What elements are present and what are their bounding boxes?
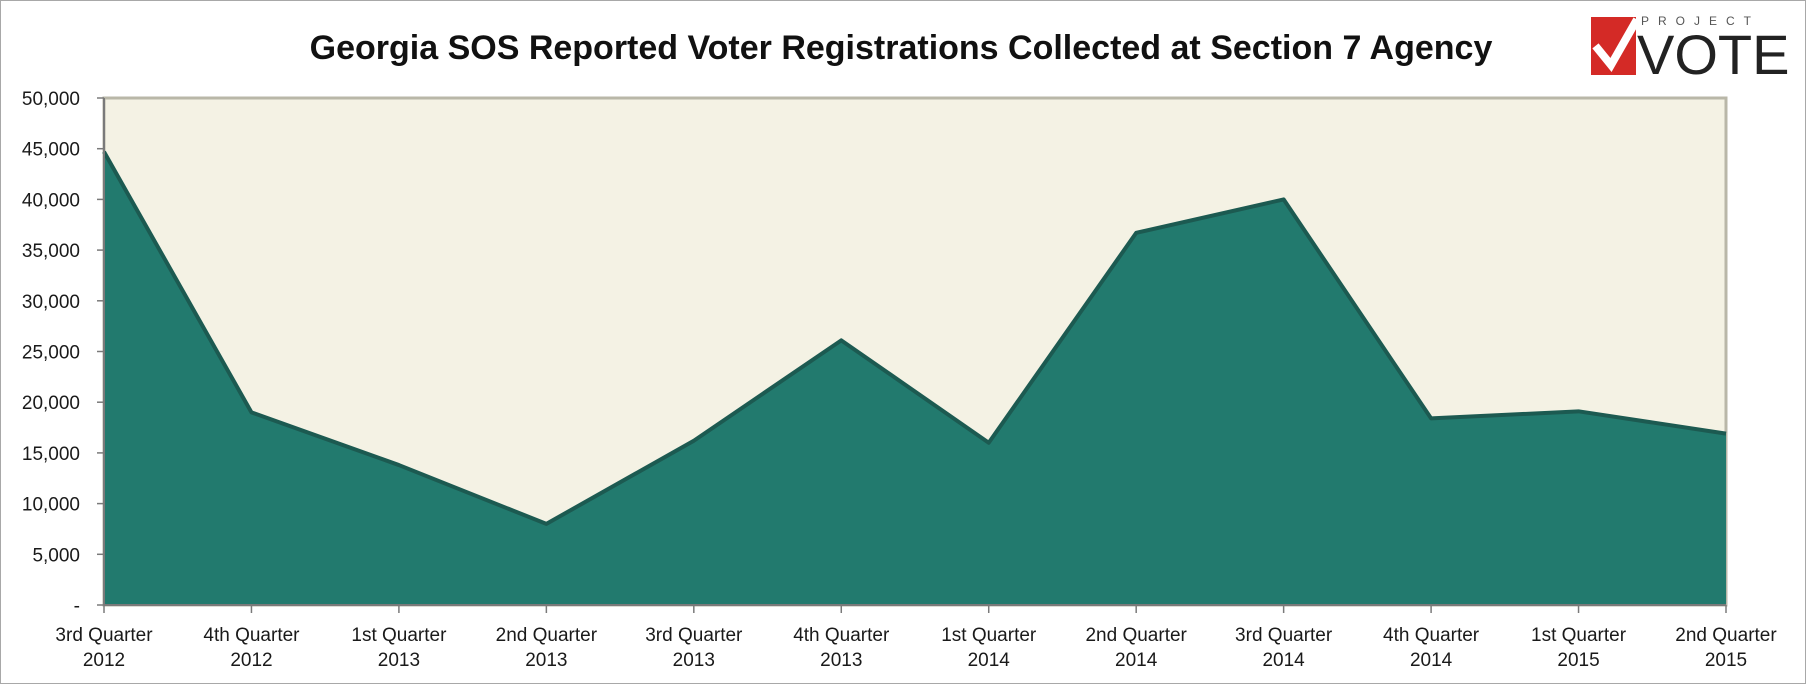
y-tick-label: 25,000	[22, 343, 80, 364]
y-tick-label: 50,000	[22, 89, 80, 110]
y-tick-label: 35,000	[22, 241, 80, 262]
x-tick-label: 3rd Quarter 2014	[1235, 625, 1333, 671]
x-tick-label: 3rd Quarter 2013	[645, 625, 743, 671]
project-vote-logo: PROJECT VOTE	[1591, 14, 1789, 86]
x-tick-label: 1st Quarter 2015	[1531, 625, 1627, 671]
area-series-line	[102, 150, 1727, 526]
y-tick-label: 45,000	[22, 140, 80, 161]
area-series-fill	[104, 151, 1726, 605]
logo-main-text: VOTE	[1637, 23, 1789, 86]
y-tick-label: 30,000	[22, 292, 80, 313]
logo-top-text: PROJECT	[1641, 14, 1760, 28]
chart-title: Georgia SOS Reported Voter Registrations…	[310, 29, 1493, 67]
x-tick-label: 2nd Quarter 2015	[1675, 625, 1777, 671]
x-tick-label: 3rd Quarter 2012	[55, 625, 153, 671]
x-tick-label: 1st Quarter 2014	[941, 625, 1037, 671]
x-tick-label: 1st Quarter 2013	[351, 625, 447, 671]
x-tick-label: 2nd Quarter 2013	[496, 625, 598, 671]
y-tick-label: 40,000	[22, 190, 80, 211]
x-tick-label: 2nd Quarter 2014	[1085, 625, 1187, 671]
x-axis: 3rd Quarter 2012 4th Quarter 2012 1st Quarte…	[55, 605, 1777, 671]
x-tick-label: 4th Quarter 2013	[793, 625, 890, 671]
y-tick-label: 15,000	[22, 444, 80, 465]
y-tick-label: 5,000	[32, 545, 80, 566]
x-tick-label: 4th Quarter 2014	[1383, 625, 1480, 671]
y-axis: - 5,000 10,000 15,000 20,000 25,000 30,000 35,0…	[22, 89, 104, 617]
y-tick-label: 10,000	[22, 495, 80, 516]
checkmark-icon	[1592, 17, 1641, 73]
y-tick-label: 20,000	[22, 393, 80, 414]
x-tick-label: 4th Quarter 2012	[203, 625, 300, 671]
y-tick-label: -	[74, 596, 80, 617]
